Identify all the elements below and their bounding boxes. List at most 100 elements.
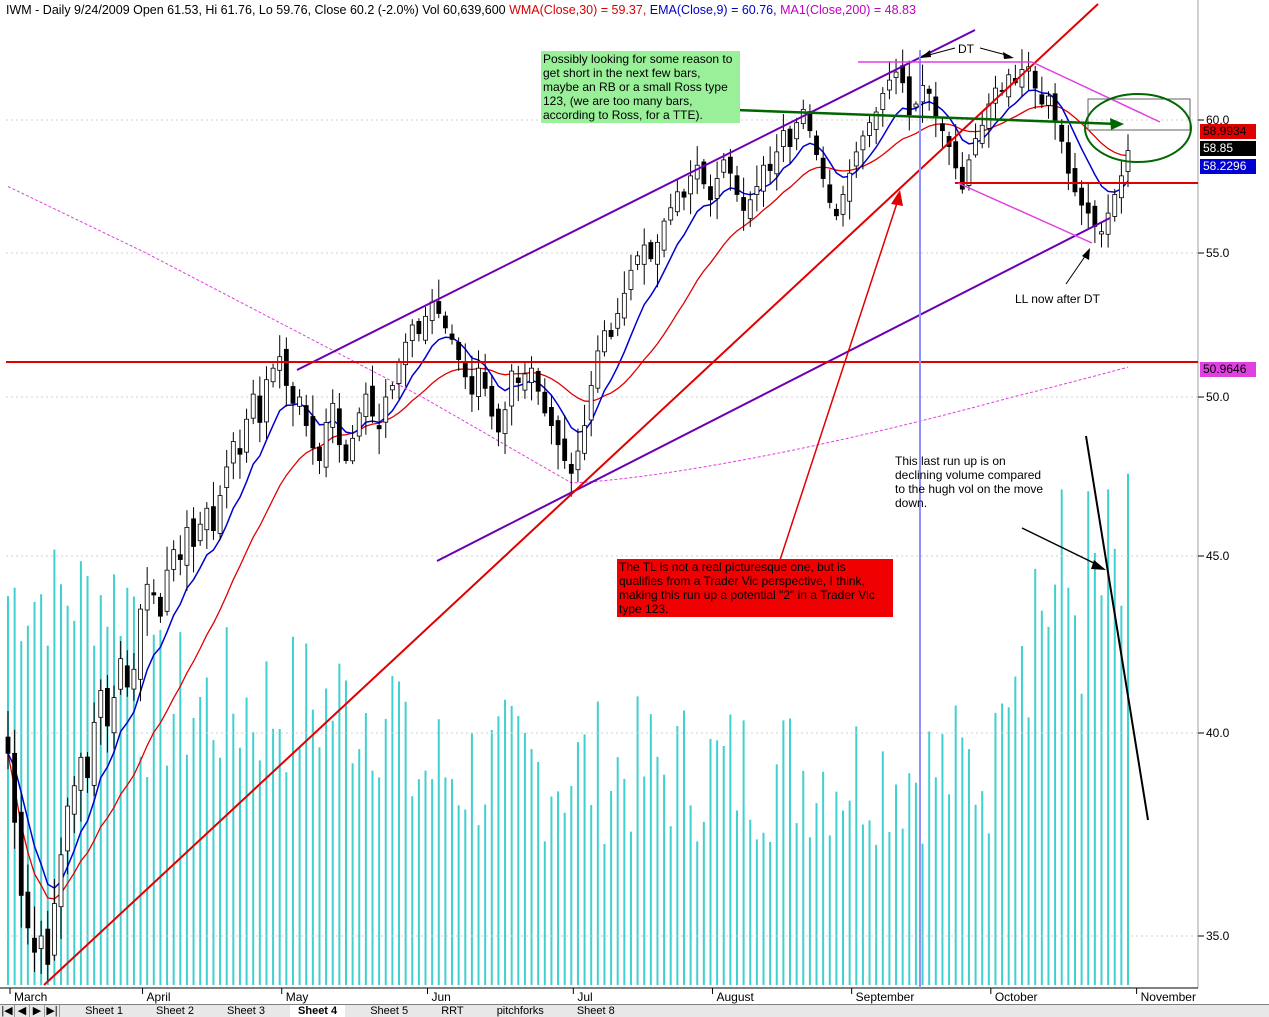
candle-body: [814, 135, 819, 155]
last-sheet-button[interactable]: ▶|: [45, 1005, 60, 1017]
candle-body: [1105, 212, 1111, 235]
red-annotation: The TL is not a real picturesque one, bu…: [617, 559, 893, 617]
candle-body: [1118, 175, 1124, 199]
candle-body: [330, 402, 336, 428]
candle-body: [774, 151, 780, 175]
candle-body: [588, 385, 594, 421]
candle-body: [602, 330, 607, 353]
candle-body: [489, 385, 495, 417]
candle-body: [655, 241, 660, 265]
candle-body: [555, 420, 561, 446]
candle-body: [283, 348, 289, 386]
candle-body: [926, 88, 932, 94]
candle-body: [5, 736, 11, 754]
candle-body: [350, 437, 356, 462]
candle-body: [217, 495, 223, 534]
month-label: August: [716, 990, 754, 1004]
candle-body: [668, 207, 674, 221]
candle-body: [105, 688, 110, 727]
candle-body: [880, 93, 886, 110]
candle-body: [45, 928, 51, 965]
month-label: March: [14, 990, 47, 1004]
candle-body: [310, 416, 316, 449]
candle-body: [51, 903, 57, 956]
candle-body: [535, 370, 541, 392]
volume-arrowhead: [1091, 560, 1106, 570]
candle-body: [953, 141, 959, 169]
candle-body: [575, 450, 581, 471]
candle-body: [1019, 69, 1025, 88]
candle-body: [840, 194, 846, 215]
candle-body: [1059, 124, 1065, 142]
candle-body: [336, 408, 342, 446]
candle-body: [1072, 168, 1078, 193]
candle-body: [396, 362, 402, 384]
candle-body: [847, 172, 853, 202]
tab-sheet-1[interactable]: Sheet 1: [85, 1005, 123, 1017]
candle-body: [787, 128, 793, 148]
chart-header: IWM - Daily 9/24/2009 Open 61.53, Hi 61.…: [6, 3, 916, 17]
candle-body: [230, 441, 236, 464]
candle-body: [144, 583, 150, 611]
tab-pitchforks[interactable]: pitchforks: [496, 1005, 544, 1017]
candle-body: [621, 292, 627, 319]
candle-body: [403, 341, 409, 366]
month-label: October: [995, 990, 1038, 1004]
candle-body: [383, 396, 389, 423]
red-arrowhead: [891, 190, 903, 206]
tab-sheet-4[interactable]: Sheet 4: [290, 1005, 346, 1017]
candle-body: [741, 197, 747, 211]
volume-annotation: This last run up is on declining volume …: [895, 454, 1044, 510]
candle-body: [376, 425, 382, 430]
candle-body: [257, 395, 263, 423]
candle-body: [747, 199, 753, 219]
tab-rrt[interactable]: RRT: [441, 1005, 464, 1017]
tab-sheet-3[interactable]: Sheet 3: [227, 1005, 265, 1017]
candle-body: [734, 175, 740, 195]
candle-body: [648, 242, 654, 260]
candle-body: [204, 507, 210, 531]
candle-body: [721, 159, 727, 173]
close-price-tag: 58.85: [1200, 141, 1256, 156]
candle-body: [509, 370, 515, 407]
candle-body: [628, 269, 634, 290]
ytick-label: 45.0: [1206, 549, 1230, 563]
month-label: April: [147, 990, 171, 1004]
ma200-readout: MA1(Close,200) = 48.83: [780, 3, 916, 17]
candle-body: [496, 408, 501, 433]
candle-body: [827, 184, 833, 203]
candle-body: [482, 372, 488, 389]
green-note-arrow: [735, 108, 1119, 126]
tab-sheet-8[interactable]: Sheet 8: [576, 1005, 615, 1017]
ytick-label: 40.0: [1206, 726, 1230, 740]
candle-body: [529, 367, 534, 383]
candle-body: [429, 301, 435, 321]
next-sheet-button[interactable]: ▶: [30, 1005, 45, 1017]
candle-body: [794, 122, 800, 140]
ll-arrowhead: [1082, 248, 1090, 260]
candle-body: [1112, 194, 1118, 217]
prev-sheet-button[interactable]: ◀: [15, 1005, 30, 1017]
candle-body: [661, 220, 667, 251]
candle-body: [708, 186, 713, 201]
candle-body: [1092, 205, 1098, 227]
level-price-tag: 50.9646: [1200, 362, 1256, 377]
candle-body: [701, 161, 707, 185]
first-sheet-button[interactable]: |◀: [0, 1005, 15, 1017]
candle-body: [1032, 70, 1038, 89]
candle-body: [906, 76, 912, 116]
candle-body: [111, 697, 117, 734]
tab-sheet-2[interactable]: Sheet 2: [156, 1005, 194, 1017]
candle-body: [211, 506, 216, 531]
tab-sheet-5[interactable]: Sheet 5: [370, 1005, 409, 1017]
month-label: September: [856, 990, 915, 1004]
candle-body: [562, 438, 568, 462]
ema-readout: EMA(Close,9) = 60.76,: [649, 3, 777, 17]
candle-body: [1085, 202, 1091, 214]
candle-body: [582, 425, 587, 454]
candle-body: [1079, 187, 1085, 206]
candle-body: [993, 87, 998, 104]
candle-body: [1099, 231, 1104, 235]
